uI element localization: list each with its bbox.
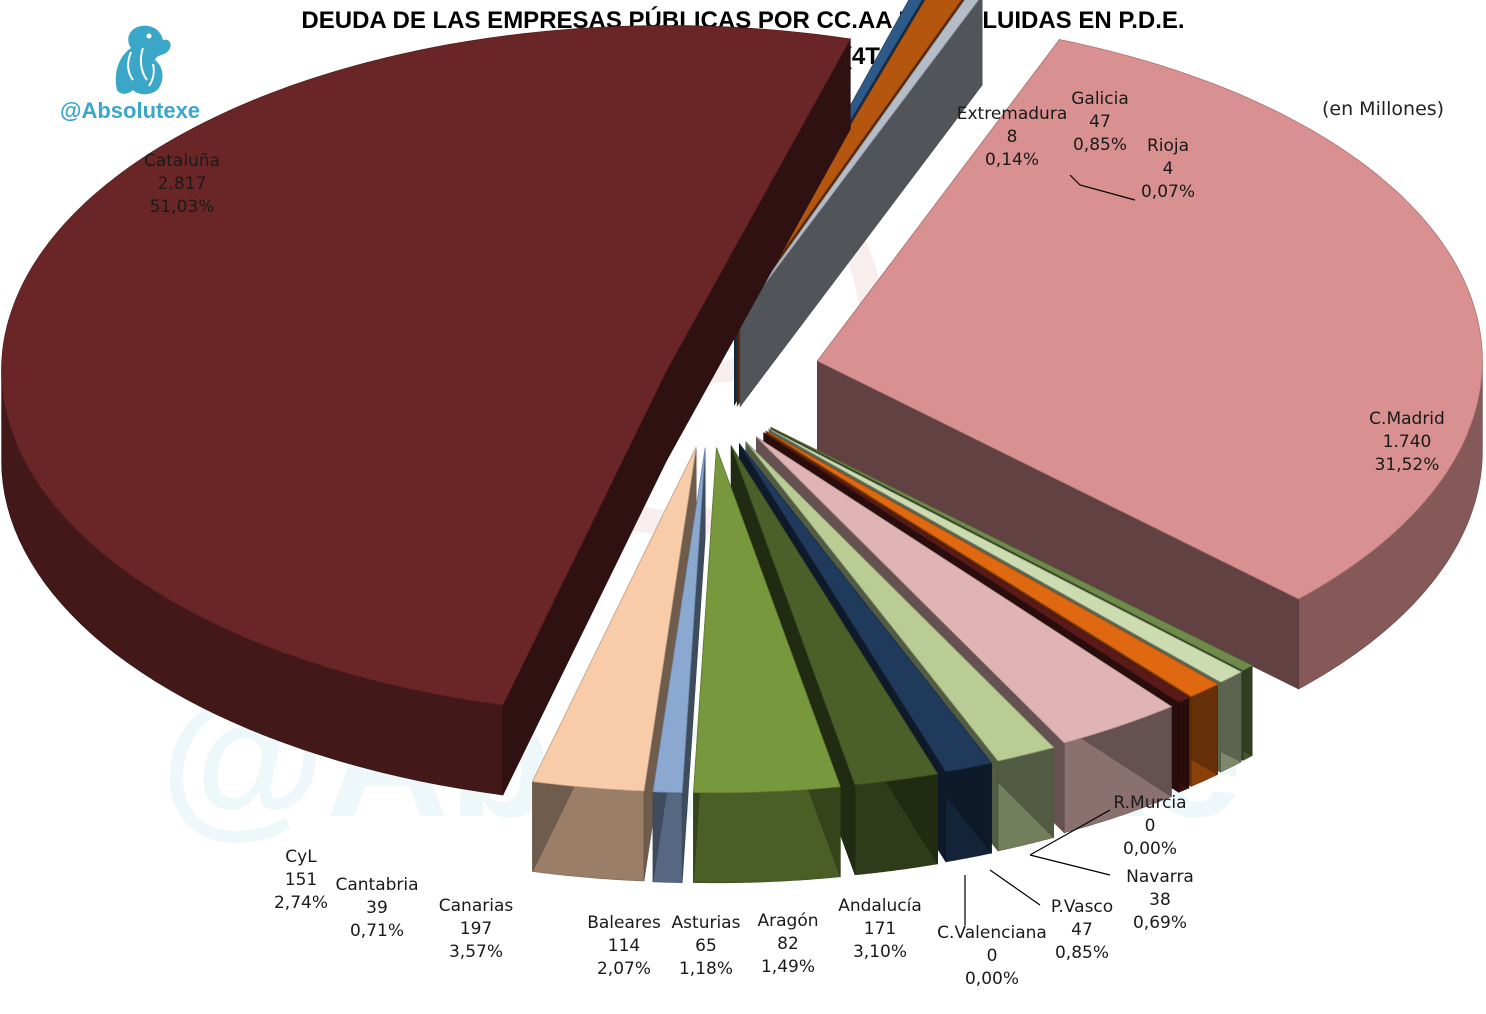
slice-category: Extremadura (956, 104, 1068, 124)
pie-slice-rioja (739, 0, 983, 408)
slice-value: 38 (1149, 890, 1171, 910)
pie-slice-catalu-a (1, 25, 851, 796)
slice-category: Aragón (757, 911, 819, 931)
slice-category: R.Murcia (1113, 793, 1187, 813)
slice-label-cyl: CyL 151 2,74% (274, 846, 328, 915)
slice-value: 8 (1006, 127, 1018, 147)
slice-category: Andalucía (838, 896, 922, 916)
slice-label-andaluc-a: Andalucía 171 3,10% (838, 895, 922, 964)
slice-value: 151 (284, 870, 318, 890)
slice-category: Asturias (671, 913, 741, 933)
slice-label-extremadura: Extremadura 8 0,14% (957, 103, 1068, 172)
pie-slice-cantabria (652, 447, 706, 883)
slice-percent: 31,52% (1374, 455, 1440, 475)
slice-percent: 0,85% (1054, 943, 1109, 963)
slice-percent: 1,18% (678, 959, 734, 979)
slice-value: 0 (986, 946, 998, 966)
slice-label-baleares: Baleares 114 2,07% (587, 912, 661, 981)
slice-label-r-murcia: R.Murcia 0 0,00% (1113, 792, 1186, 861)
slice-percent: 0,85% (1072, 135, 1127, 155)
slice-percent: 0,07% (1140, 182, 1196, 202)
slice-category: Cantabria (335, 875, 419, 895)
slice-percent: 0,00% (964, 969, 1020, 989)
slice-percent: 3,10% (852, 942, 908, 962)
slice-category: P.Vasco (1050, 897, 1114, 917)
slice-category: Rioja (1146, 136, 1190, 156)
slice-percent: 2,74% (273, 893, 329, 913)
slice-category: C.Valenciana (937, 923, 1047, 943)
leader-line (989, 869, 1041, 906)
slice-value: 82 (777, 934, 799, 954)
slice-label-c-madrid: C.Madrid 1.740 31,52% (1369, 408, 1445, 477)
slice-percent: 2,07% (596, 959, 651, 979)
slice-percent: 0,14% (984, 150, 1039, 170)
slice-value: 47 (1071, 920, 1093, 940)
slice-category: C.Madrid (1369, 409, 1445, 429)
slice-label-cantabria: Cantabria 39 0,71% (335, 874, 418, 943)
slice-label-galicia: Galicia 47 0,85% (1071, 88, 1129, 157)
slice-label-catalu-a: Cataluña 2.817 51,03% (144, 150, 220, 219)
slice-percent: 1,49% (760, 957, 816, 977)
slice-percent: 0,69% (1132, 913, 1187, 933)
slice-percent: 0,00% (1122, 839, 1177, 859)
pie-slice-canarias (693, 447, 841, 884)
slice-value: 114 (607, 936, 641, 956)
slice-category: CyL (285, 847, 317, 867)
slice-label-arag-n: Aragón 82 1,49% (757, 910, 818, 979)
leader-line (1069, 174, 1136, 201)
slice-category: Navarra (1126, 867, 1194, 887)
slice-value: 171 (863, 919, 897, 939)
slice-value: 1.740 (1382, 432, 1432, 452)
pie-slice-c-madrid (816, 38, 1483, 690)
slice-value: 47 (1089, 112, 1111, 132)
slice-label-c-valenciana: C.Valenciana 0 0,00% (937, 922, 1047, 991)
slice-category: Baleares (587, 913, 661, 933)
slice-percent: 3,57% (448, 942, 503, 962)
slice-label-rioja: Rioja 4 0,07% (1141, 135, 1195, 204)
slice-percent: 51,03% (149, 197, 215, 217)
slice-label-asturias: Asturias 65 1,18% (672, 912, 741, 981)
slice-value: 197 (459, 919, 493, 939)
brand-handle: @Absolutexe (60, 98, 201, 123)
slice-value: 0 (1144, 816, 1156, 836)
slice-percent: 0,71% (349, 921, 405, 941)
slice-category: Canarias (438, 896, 514, 916)
slice-value: 2.817 (157, 174, 207, 194)
slice-value: 4 (1162, 159, 1174, 179)
unit-note: (en Millones) (1322, 98, 1445, 120)
slice-value: 39 (366, 898, 388, 918)
slice-label-p-vasco: P.Vasco 47 0,85% (1051, 896, 1113, 965)
griffin-logo-icon (115, 25, 171, 95)
slice-label-canarias: Canarias 197 3,57% (439, 895, 513, 964)
slice-value: 65 (695, 936, 717, 956)
slice-label-navarra: Navarra 38 0,69% (1126, 866, 1194, 935)
leader-line (1029, 809, 1111, 856)
slice-category: Galicia (1071, 89, 1129, 109)
slice-category: Cataluña (143, 151, 221, 171)
leader-line (1029, 854, 1111, 876)
